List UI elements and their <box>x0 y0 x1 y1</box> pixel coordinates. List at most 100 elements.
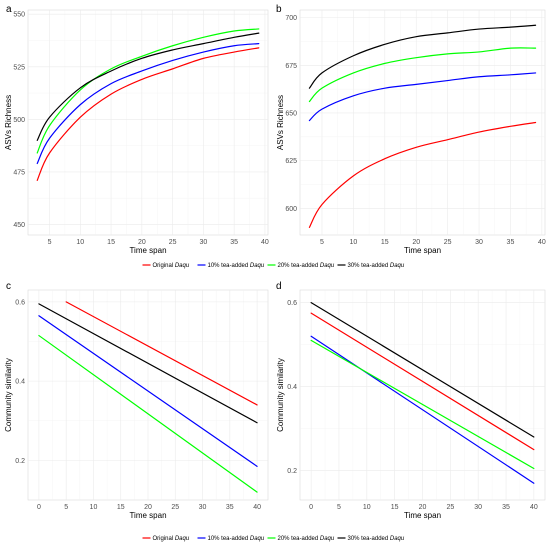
legend-label-prefix: 10% tea-added <box>208 263 250 269</box>
series-line-tea30 <box>308 24 537 89</box>
y-tick-label: 600 <box>285 206 297 213</box>
series-line-tea30 <box>310 302 535 438</box>
panel-a: a 5 10 15 20 25 30 35 40 450 475 500 525 550 Time span… <box>4 4 269 255</box>
x-tick-label: 25 <box>171 504 179 511</box>
y-tick-label: 475 <box>13 169 25 176</box>
x-tick-label: 5 <box>64 504 68 511</box>
legend-label-prefix: Original <box>153 536 175 542</box>
panel-d: d 0 5 10 15 20 25 30 35 40 0.2 0.4 0.6 Time span Commu… <box>276 281 546 520</box>
x-tick-label: 30 <box>475 239 483 246</box>
legend-label-tea10: 10% tea-added Daqu <box>208 263 265 269</box>
panel-d-letter: d <box>276 281 282 292</box>
legend-label-prefix: 10% tea-added <box>208 536 250 542</box>
series-line-tea30 <box>36 32 260 141</box>
x-tick-label: 5 <box>48 239 52 246</box>
x-tick-label: 5 <box>337 504 341 511</box>
series-line-tea10 <box>38 315 258 467</box>
legend-label-emph: Daqu <box>390 263 405 269</box>
legend-label-prefix: 30% tea-added <box>348 536 390 542</box>
x-tick-label: 40 <box>253 504 261 511</box>
series-line-tea20 <box>310 339 535 470</box>
x-axis-title: Time span <box>404 246 441 255</box>
legend-label-prefix: Original <box>153 263 175 269</box>
x-tick-label: 30 <box>474 504 482 511</box>
legend-label-tea30: 30% tea-added Daqu <box>348 263 405 269</box>
legend-label-tea20: 20% tea-added Daqu <box>278 536 335 542</box>
y-tick-label: 0.6 <box>287 300 297 307</box>
legend-top: Original Daqu 10% tea-added Daqu 20% tea-a… <box>142 263 405 269</box>
series-line-original <box>65 301 258 406</box>
x-tick-label: 35 <box>230 239 238 246</box>
x-tick-label: 30 <box>199 504 207 511</box>
legend-label-emph: Daqu <box>175 536 190 542</box>
panel-c-letter: c <box>6 281 11 292</box>
x-tick-label: 0 <box>37 504 41 511</box>
legend-label-prefix: 30% tea-added <box>348 263 390 269</box>
y-tick-label: 0.4 <box>15 379 25 386</box>
x-tick-label: 15 <box>381 239 389 246</box>
x-axis-title: Time span <box>129 511 166 520</box>
y-axis-title: Community similarity <box>4 358 13 432</box>
y-tick-label: 0.2 <box>15 458 25 465</box>
legend-label-emph: Daqu <box>390 536 405 542</box>
series-line-original <box>310 312 535 451</box>
legend-label-prefix: 20% tea-added <box>278 536 320 542</box>
panel-b-letter: b <box>276 4 282 15</box>
series-line-tea10 <box>36 43 260 165</box>
series-line-tea20 <box>38 334 258 493</box>
x-tick-label: 25 <box>169 239 177 246</box>
y-tick-label: 625 <box>285 158 297 165</box>
x-tick-label: 10 <box>76 239 84 246</box>
legend-label-prefix: 20% tea-added <box>278 263 320 269</box>
y-tick-label: 0.6 <box>15 299 25 306</box>
legend-label-tea20: 20% tea-added Daqu <box>278 263 335 269</box>
x-tick-label: 40 <box>538 239 546 246</box>
x-axis-title: Time span <box>404 511 441 520</box>
y-axis-title: ASVs Richness <box>4 95 13 150</box>
series-line-tea20 <box>36 28 260 154</box>
legend-label-tea10: 10% tea-added Daqu <box>208 536 265 542</box>
series-line-original <box>36 47 260 181</box>
y-tick-label: 0.2 <box>287 468 297 475</box>
panel-a-background <box>27 9 269 236</box>
x-tick-label: 10 <box>363 504 371 511</box>
series-line-tea20 <box>308 47 537 103</box>
x-tick-label: 25 <box>446 504 454 511</box>
panel-b: b 5 10 15 20 25 30 35 40 600 625 650 675 700 Time span… <box>276 4 546 255</box>
x-tick-label: 30 <box>199 239 207 246</box>
x-tick-label: 15 <box>391 504 399 511</box>
x-tick-label: 10 <box>349 239 357 246</box>
y-tick-label: 500 <box>13 117 25 124</box>
series-line-tea10 <box>308 72 537 122</box>
panel-c: c 0 5 10 15 20 25 30 35 40 0.2 0.4 0.6 Time span Commu… <box>4 281 269 520</box>
x-tick-label: 40 <box>530 504 538 511</box>
series-line-tea10 <box>310 335 535 484</box>
legend-label-emph: Daqu <box>175 263 190 269</box>
y-tick-label: 675 <box>285 63 297 70</box>
legend-label-original: Original Daqu <box>153 536 190 542</box>
y-axis-title: Community similarity <box>276 358 285 432</box>
x-tick-label: 40 <box>261 239 269 246</box>
x-axis-title: Time span <box>129 246 166 255</box>
x-tick-label: 35 <box>507 239 515 246</box>
x-tick-label: 35 <box>502 504 510 511</box>
legend-label-emph: Daqu <box>320 263 335 269</box>
x-tick-label: 35 <box>226 504 234 511</box>
legend-label-original: Original Daqu <box>153 263 190 269</box>
x-tick-label: 0 <box>309 504 313 511</box>
y-tick-label: 525 <box>13 64 25 71</box>
y-tick-label: 550 <box>13 12 25 19</box>
y-axis-title: ASVs Richness <box>276 95 285 150</box>
x-tick-label: 15 <box>117 504 125 511</box>
legend-bottom: Original Daqu 10% tea-added Daqu 20% tea-a… <box>142 536 405 542</box>
legend-label-emph: Daqu <box>320 536 335 542</box>
series-line-original <box>308 121 537 228</box>
x-tick-label: 20 <box>144 504 152 511</box>
x-tick-label: 20 <box>138 239 146 246</box>
x-tick-label: 5 <box>320 239 324 246</box>
x-tick-label: 20 <box>412 239 420 246</box>
x-tick-label: 20 <box>419 504 427 511</box>
x-tick-label: 25 <box>444 239 452 246</box>
legend-label-tea30: 30% tea-added Daqu <box>348 536 405 542</box>
